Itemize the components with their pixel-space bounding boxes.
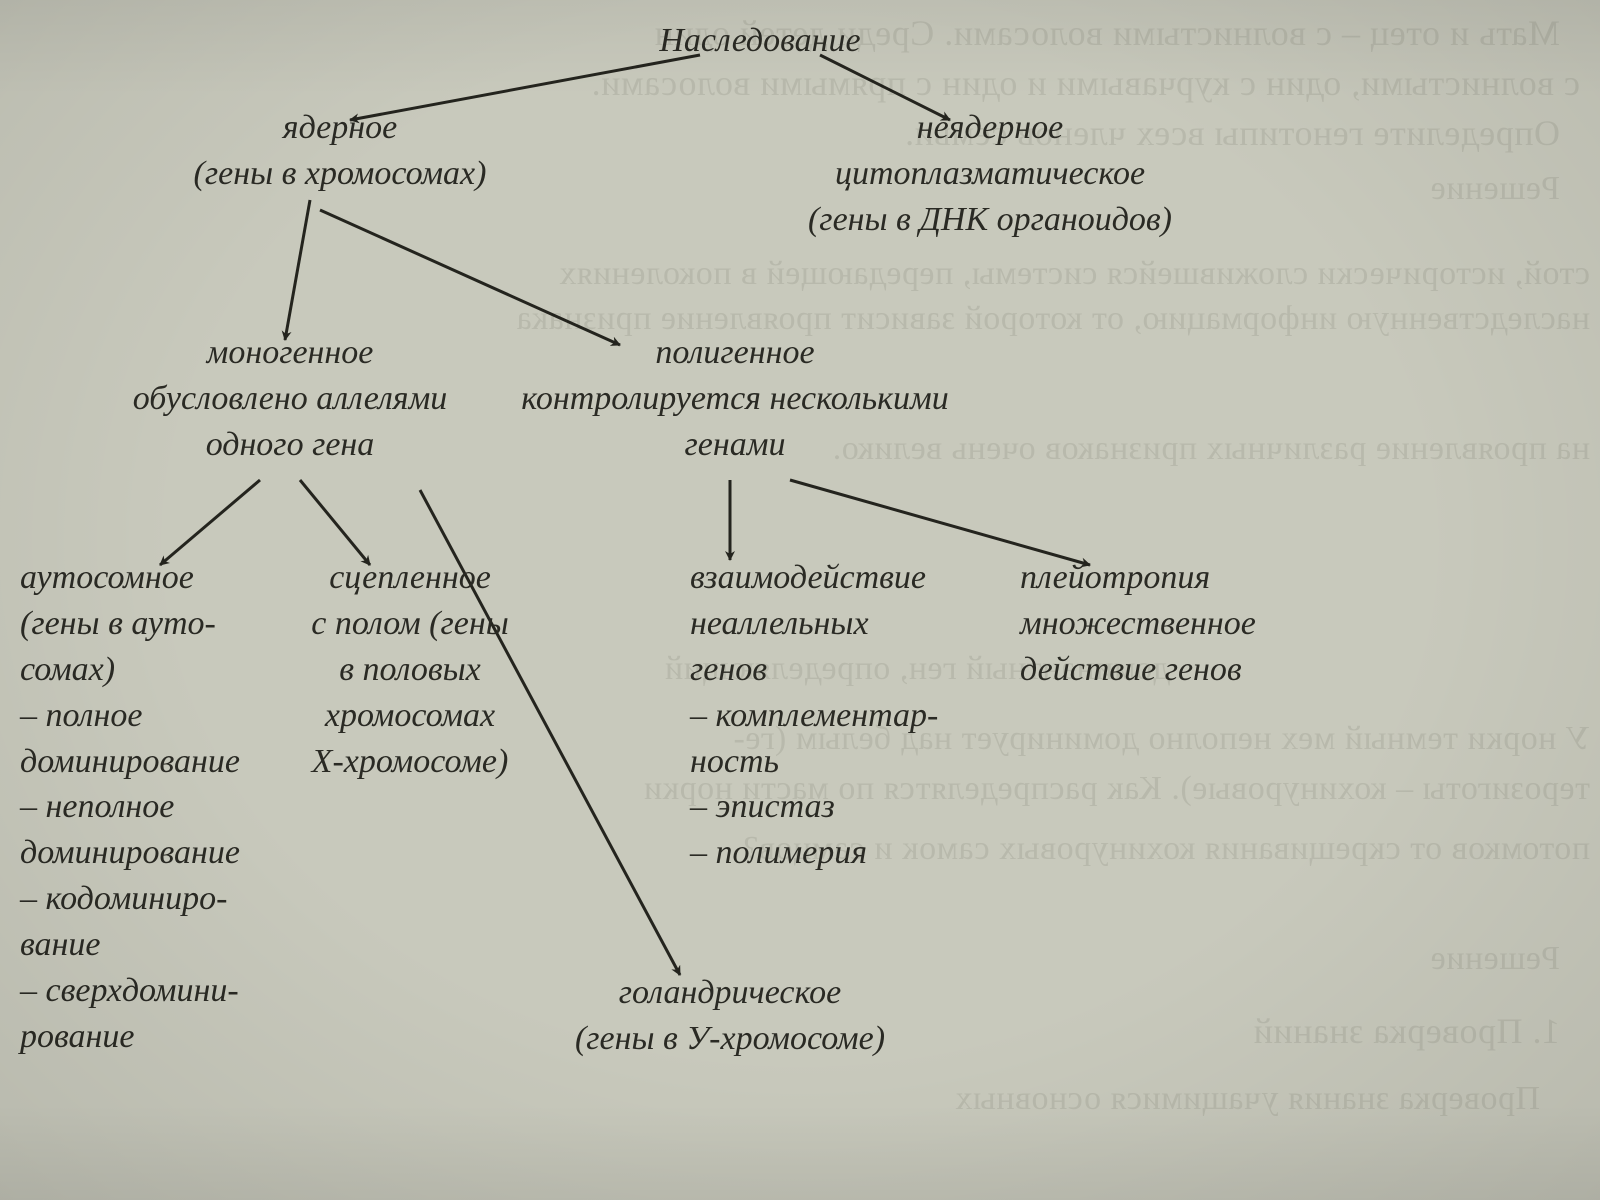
edge-2 bbox=[285, 200, 310, 340]
node-interaction: взаимодействие неаллельных генов – компл… bbox=[690, 555, 990, 876]
edge-7 bbox=[790, 480, 1090, 565]
node-holandric: голандрическое (гены в У-хромосоме) bbox=[520, 970, 940, 1062]
node-sexlinked: сцепленное с полом (гены в половых хромо… bbox=[280, 555, 540, 784]
node-root: Наследование bbox=[560, 18, 960, 64]
diagram-canvas: Мать и отец – с волнистыми волосами. Сре… bbox=[0, 0, 1600, 1200]
edge-5 bbox=[300, 480, 370, 565]
node-pleio: плейотропия множественное действие генов bbox=[1020, 555, 1310, 693]
edge-3 bbox=[320, 210, 620, 345]
node-nonnuclear: неядерное цитоплазматическое (гены в ДНК… bbox=[720, 105, 1260, 243]
node-autosomal: аутосомное (гены в ауто- сомах) – полное… bbox=[20, 555, 290, 1060]
node-polygenic: полигенное контролируется несколькими ге… bbox=[470, 330, 1000, 468]
edge-4 bbox=[160, 480, 260, 565]
node-nuclear: ядерное (гены в хромосомах) bbox=[130, 105, 550, 197]
node-monogenic: моногенное обусловлено аллелями одного г… bbox=[90, 330, 490, 468]
